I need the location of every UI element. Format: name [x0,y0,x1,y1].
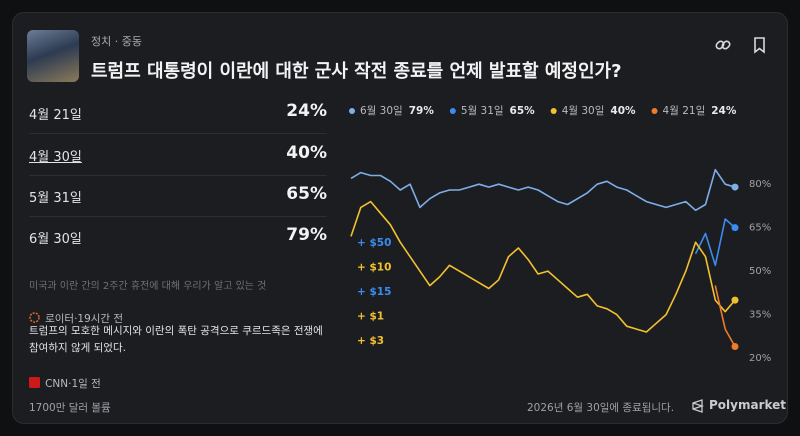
trade-annotation: + $1 [357,311,384,323]
outcome-row[interactable]: 4월 21일 24% [29,92,327,134]
end-date: 2026년 6월 30일에 종료됩니다. [527,402,675,414]
volume: 1700만 달러 볼륨 [29,402,111,414]
outcome-chance: 40% [286,143,327,163]
outcome-chance: 24% [286,101,327,121]
link-button[interactable] [715,40,731,50]
legend-value: 24% [711,105,737,117]
outcome-label[interactable]: 4월 30일 [29,150,82,165]
end-dot [731,183,739,191]
legend-dot [449,108,456,114]
y-tick-label: 20% [749,353,771,364]
series-line [350,168,736,212]
news-text[interactable]: 트럼프의 모호한 메시지와 이란의 폭탄 공격으로 쿠르드족은 전쟁에 참여하지… [29,325,323,354]
bookmark-button[interactable] [754,37,765,54]
legend-dot [349,108,355,114]
y-tick-label: 35% [749,310,771,321]
trade-annotation: + $10 [357,262,391,274]
market-image [27,30,79,82]
y-tick-label: 65% [749,223,771,234]
market-title[interactable]: 트럼프 대통령이 이란에 대한 군사 작전 종료를 언제 발표할 예정인가? [91,61,622,82]
legend-dot [550,108,557,114]
trade-annotation: + $50 [357,237,391,249]
outcome-chance: 79% [286,225,327,245]
legend-dot [651,108,658,114]
outcome-label[interactable]: 5월 31일 [29,191,82,206]
legend-label: 5월 31일 [461,104,504,117]
news-source-text: 로이터·19시간 전 [45,313,124,325]
outcome-label[interactable]: 6월 30일 [29,232,82,247]
y-tick-label: 80% [749,179,771,190]
end-dot [731,296,739,304]
price-chart: 20% 35% 50% 65% 80% 6월 30일 79% 5월 31일 65% 4월 30일 4… [349,104,771,364]
outcome-row[interactable]: 5월 31일 65% [29,175,327,217]
legend-label: 4월 21일 [663,104,706,117]
brand-logo [692,399,705,413]
legend-label: 6월 30일 [360,104,403,117]
end-dot [731,224,739,232]
news-source: 로이터·19시간 전 [29,307,123,326]
end-dot [731,343,739,351]
breadcrumbs[interactable]: 정치 · 중동 [91,35,142,48]
news-source: CNN·1일 전 [29,372,101,391]
cnn-icon [29,377,40,388]
brand-name[interactable]: Polymarket [709,398,787,412]
reuters-icon [29,312,40,323]
outcome-chance: 65% [286,184,327,204]
outcome-row[interactable]: 6월 30일 79% [29,216,327,257]
news-source-text: CNN·1일 전 [45,378,101,390]
y-tick-label: 50% [749,266,771,277]
legend-value: 65% [510,105,536,117]
market-card: 정치 · 중동 트럼프 대통령이 이란에 대한 군사 작전 종료를 언제 발표할… [12,12,788,424]
legend-value: 79% [409,105,435,117]
outcome-label[interactable]: 4월 21일 [29,108,82,123]
trade-annotation: + $3 [357,335,384,347]
trade-annotation: + $15 [357,286,391,298]
legend-label: 4월 30일 [562,104,605,117]
series-line [350,200,736,333]
outcome-row[interactable]: 4월 30일 40% [29,134,327,176]
series-line [714,285,736,347]
legend-value: 40% [610,105,636,117]
actions [715,37,765,54]
news-headline[interactable]: 미국과 이란 간의 2주간 휴전에 대해 우리가 알고 있는 것 [29,281,267,292]
series-line [694,218,736,267]
